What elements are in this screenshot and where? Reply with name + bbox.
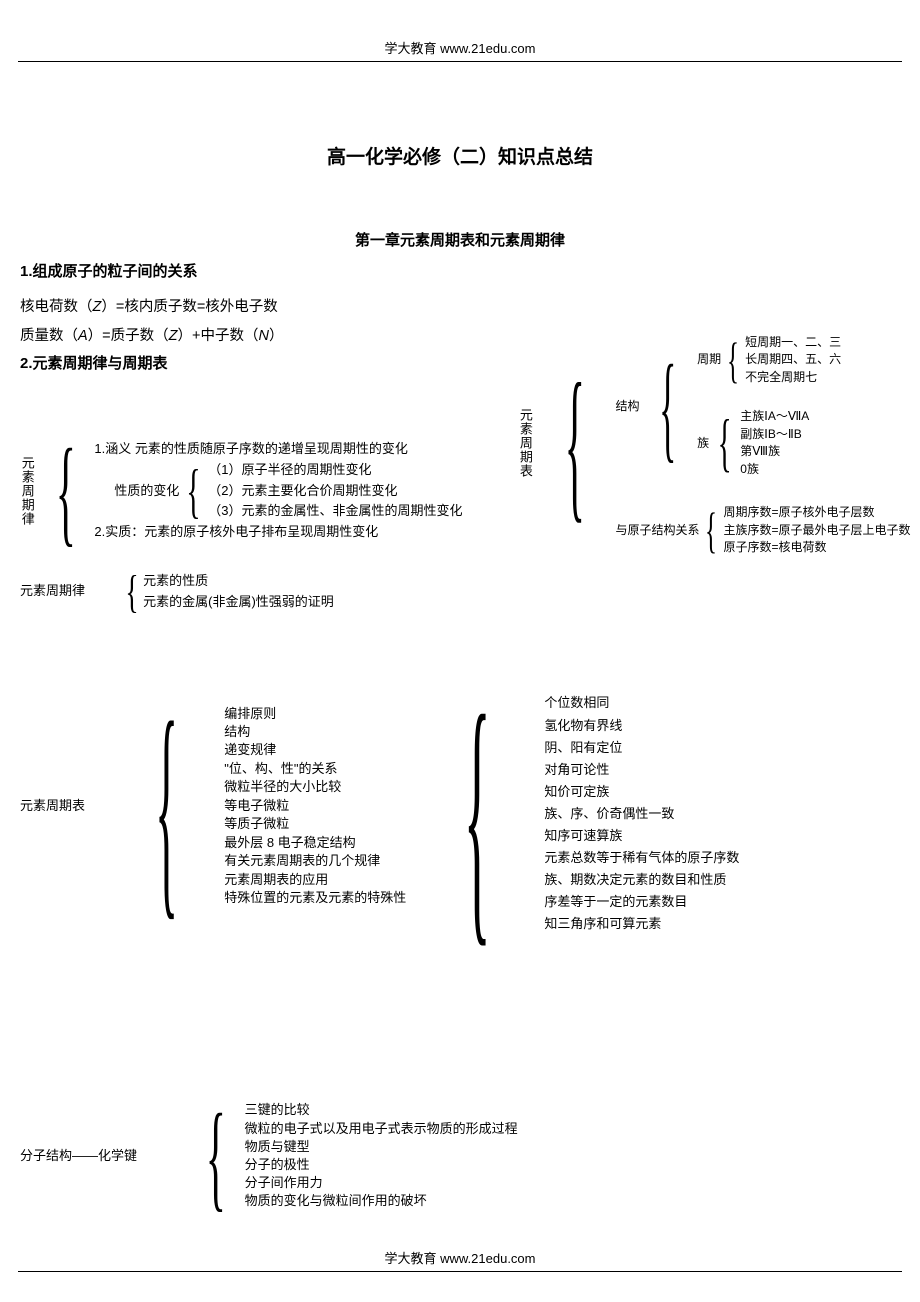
ptable-relation-row: 与原子结构关系 { 周期序数=原子核外电子层数 主族序数=原子最外电子层上电子数… <box>615 494 910 567</box>
bond-item: 三键的比较 <box>245 1101 518 1119</box>
diagram-bond: 分子结构——化学键 { 三键的比较 微粒的电子式以及用电子式表示物质的形成过程 … <box>20 1060 518 1252</box>
s1-line2-d: ） <box>269 328 284 344</box>
s1-line2-b: ）=质子数（ <box>88 328 169 344</box>
section1-line1: 核电荷数（Z）=核内质子数=核外电子数 <box>20 295 920 320</box>
bond-item: 分子间作用力 <box>245 1174 518 1192</box>
ptable-group-row: 族 { 主族ⅠA～ⅦA 副族ⅠB～ⅡB 第Ⅷ族 0族 <box>697 396 841 490</box>
s1-line2-c: ）+中子数（ <box>178 328 259 344</box>
s1-line2-varN: N <box>258 328 268 344</box>
rules-item: 氢化物有界线 <box>544 715 739 737</box>
ptable-period-item: 短周期一、二、三 <box>745 334 841 351</box>
law-root-label: 元素周期律 <box>16 456 37 526</box>
page-header: 学大教育 www.21edu.com <box>0 0 920 57</box>
ptable-period-row: 周期 { 短周期一、二、三 长周期四、五、六 不完全周期七 <box>697 324 841 397</box>
law2-root-label: 元素周期律 <box>20 581 85 602</box>
law2-item: 元素的性质 <box>143 571 334 592</box>
law-item2-prefix: 2.实质： <box>94 524 144 539</box>
ptable-relation-item: 周期序数=原子核外电子层数 <box>723 504 910 521</box>
header-site-label: 学大教育 www.21edu.com <box>385 41 536 56</box>
rules-item: 阴、阳有定位 <box>544 737 739 759</box>
ptable-relation-brace: { <box>705 494 717 567</box>
law2-item: 元素的金属(非金属)性强弱的证明 <box>143 592 334 613</box>
s1-line2-varZ: Z <box>169 328 178 344</box>
rules-item: 序差等于一定的元素数目 <box>544 891 739 913</box>
footer-rule <box>18 1271 901 1272</box>
ptable-period-label: 周期 <box>697 351 721 368</box>
page-footer: 学大教育 www.21edu.com <box>0 1248 920 1272</box>
ptable-struct-row: 结构 { 周期 { 短周期一、二、三 长周期四、五、六 不完全周期七 族 { <box>615 320 910 494</box>
ptable-group-item: 主族ⅠA～ⅦA <box>740 408 809 425</box>
ptable-relation-label: 与原子结构关系 <box>615 522 699 539</box>
law-item1-text: 元素的性质随原子序数的递增呈现周期性的变化 <box>135 441 408 456</box>
law-item2-text: 元素的原子核外电子排布呈现周期性变化 <box>144 524 378 539</box>
s1-line2-varA: A <box>78 328 88 344</box>
ptable-struct-label: 结构 <box>615 398 639 415</box>
ptable-group-item: 0族 <box>740 461 809 478</box>
diagram-table2: 元素周期表 { 编排原则 结构 递变规律 "位、构、性"的关系 微粒半径的大小比… <box>20 614 454 998</box>
rules-item: 元素总数等于稀有气体的原子序数 <box>544 847 739 869</box>
bond-item: 微粒的电子式以及用电子式表示物质的形成过程 <box>245 1120 518 1138</box>
s1-line2-a: 质量数（ <box>20 328 78 344</box>
law-sub3: （3）元素的金属性、非金属性的周期性变化 <box>208 501 462 522</box>
law-mid-label: 性质的变化 <box>114 481 179 502</box>
bond-brace: { <box>206 1060 226 1252</box>
section1-heading: 1.组成原子的粒子间的关系 <box>20 260 920 281</box>
ptable-group-item: 第Ⅷ族 <box>740 443 809 460</box>
table2-root-label: 元素周期表 <box>20 796 85 817</box>
chapter-title: 第一章元素周期表和元素周期律 <box>0 229 920 250</box>
ptable-brace: { <box>564 320 584 567</box>
bond-item: 物质与键型 <box>245 1138 518 1156</box>
rules-item: 知序可速算族 <box>544 825 739 847</box>
law-mid-row: 性质的变化 { （1）原子半径的周期性变化 （2）元素主要化合价周期性变化 （3… <box>114 460 462 522</box>
rules-item: 知价可定族 <box>544 781 739 803</box>
s1-line1-b: ）=核内质子数=核外电子数 <box>101 299 277 315</box>
ptable-group-brace: { <box>718 396 732 490</box>
footer-site-label: 学大教育 www.21edu.com <box>385 1251 536 1266</box>
law-sub1: （1）原子半径的周期性变化 <box>208 460 462 481</box>
page-title: 高一化学必修（二）知识点总结 <box>0 142 920 169</box>
ptable-group-label: 族 <box>697 435 709 452</box>
ptable-relation-item: 主族序数=原子最外电子层上电子数 <box>723 522 910 539</box>
header-rule <box>18 61 901 62</box>
ptable-period-item: 不完全周期七 <box>745 369 841 386</box>
law-item1-prefix: 1.涵义 <box>94 441 131 456</box>
ptable-group-item: 副族ⅠB～ⅡB <box>740 426 809 443</box>
ptable-period-item: 长周期四、五、六 <box>745 351 841 368</box>
law-item2: 2.实质：元素的原子核外电子排布呈现周期性变化 <box>94 522 462 543</box>
ptable-root-label: 元素周期表 <box>515 408 534 478</box>
ptable-relation-item: 原子序数=核电荷数 <box>723 539 910 556</box>
bond-root-label: 分子结构——化学键 <box>20 1146 137 1167</box>
law-sub2: （2）元素主要化合价周期性变化 <box>208 481 462 502</box>
rules-brace: { <box>464 590 491 1038</box>
diagram-periodic-table: 元素周期表 { 结构 { 周期 { 短周期一、二、三 长周期四、五、六 不完全周… <box>515 320 910 567</box>
law-mid-brace: { <box>187 464 201 518</box>
s1-line1-a: 核电荷数（ <box>20 299 93 315</box>
table2-brace: { <box>155 614 178 998</box>
rules-item: 个位数相同 <box>544 692 739 714</box>
bond-item: 分子的极性 <box>245 1156 518 1174</box>
ptable-period-brace: { <box>727 324 739 397</box>
rules-item: 族、期数决定元素的数目和性质 <box>544 869 739 891</box>
bond-item: 物质的变化与微粒间作用的破坏 <box>245 1192 518 1210</box>
rules-item: 对角可论性 <box>544 759 739 781</box>
rules-item: 知三角序和可算元素 <box>544 913 739 935</box>
ptable-struct-brace: { <box>660 320 677 494</box>
diagram-rules: { 个位数相同 氢化物有界线 阴、阳有定位 对角可论性 知价可定族 族、序、价奇… <box>410 590 739 1038</box>
rules-item: 族、序、价奇偶性一致 <box>544 803 739 825</box>
law-item1: 1.涵义 元素的性质随原子序数的递增呈现周期性的变化 <box>94 439 462 460</box>
